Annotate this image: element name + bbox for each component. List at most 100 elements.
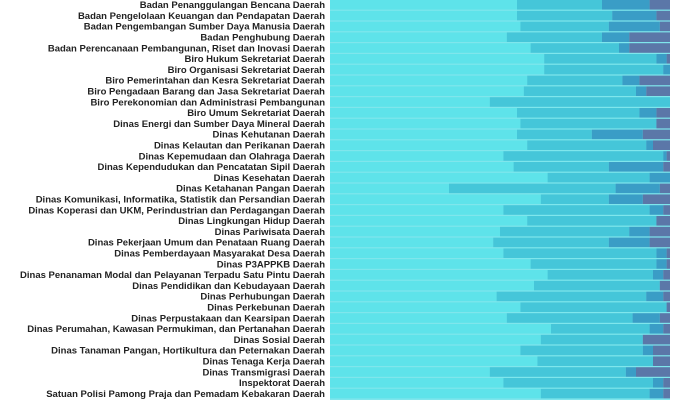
bar-segment-4 (650, 227, 670, 237)
bar-segment-4 (667, 302, 670, 312)
bar-row: Biro Pemerintahan dan Kesra Sekretariat … (105, 76, 670, 87)
category-label: Badan Perencanaan Pembangunan, Riset dan… (48, 43, 325, 54)
category-label: Dinas Perkebunan Daerah (207, 303, 325, 314)
bar-segment-2 (534, 281, 660, 291)
bar-row: Badan Perencanaan Pembangunan, Riset dan… (48, 43, 670, 54)
bar-segment-2 (517, 130, 592, 140)
bar-segment-1 (330, 22, 520, 32)
category-label: Dinas Kehutanan Daerah (213, 130, 326, 141)
bar-row: Dinas Kehutanan Daerah (213, 130, 670, 141)
bar-segment-3 (602, 32, 629, 42)
bar-row: Badan Penanggulangan Bencana Daerah (140, 0, 670, 11)
bar-segment-2 (544, 65, 663, 75)
category-label: Badan Pengembangan Sumber Daya Manusia D… (84, 22, 325, 33)
bar-row: Dinas Kependudukan dan Pencatatan Sipil … (97, 162, 670, 173)
bar-row: Dinas Tanaman Pangan, Hortikultura dan P… (51, 346, 670, 357)
bar-segment-1 (330, 356, 537, 366)
bar-segment-1 (330, 281, 534, 291)
bar-segment-3 (656, 248, 666, 258)
bar-row: Biro Hukum Sekretariat Daerah (185, 54, 670, 65)
bar-row: Dinas Komunikasi, Informatika, Statistik… (36, 194, 670, 205)
bar-segment-4 (660, 313, 670, 323)
bar-segment-4 (639, 76, 670, 86)
bar-segment-4 (660, 281, 670, 291)
bar-segment-2 (520, 302, 666, 312)
bar-segment-1 (330, 54, 544, 64)
category-label: Biro Hukum Sekretariat Daerah (185, 54, 326, 65)
bar-segment-4 (660, 184, 670, 194)
bar-segment-3 (656, 259, 666, 269)
category-label: Badan Pengelolaan Keuangan dan Pendapata… (78, 11, 325, 22)
bar-segment-4 (653, 356, 670, 366)
bar-segment-2 (490, 367, 626, 377)
bar-segment-4 (653, 140, 670, 150)
bar-row: Dinas Lingkungan Hidup Daerah (178, 216, 670, 227)
bar-row: Badan Penghubung Daerah (200, 32, 670, 43)
bar-segment-1 (330, 389, 541, 399)
category-label: Dinas Penanaman Modal dan Pelayanan Terp… (20, 270, 325, 281)
bar-segment-1 (330, 216, 527, 226)
category-label: Dinas Ketahanan Pangan Daerah (176, 184, 325, 195)
bar-row: Inspektorat Daerah (239, 378, 670, 389)
bar-segment-3 (616, 184, 660, 194)
bar-row: Dinas Penanaman Modal dan Pelayanan Terp… (20, 270, 670, 281)
category-label: Dinas Pekerjaan Umum dan Penataan Ruang … (88, 238, 325, 249)
bar-row: Biro Umum Sekretariat Daerah (187, 108, 670, 119)
category-label: Badan Penanggulangan Bencana Daerah (140, 0, 325, 11)
bar-segment-2 (503, 151, 663, 161)
category-label: Dinas Kelautan dan Perikanan Daerah (154, 141, 325, 152)
bar-segment-1 (330, 248, 503, 258)
bar-segment-3 (592, 130, 643, 140)
bar-segment-1 (330, 32, 507, 42)
bar-segment-4 (667, 248, 670, 258)
bar-segment-2 (520, 22, 608, 32)
bar-segment-1 (330, 162, 514, 172)
bar-segment-2 (544, 54, 656, 64)
bar-segment-1 (330, 335, 541, 345)
bar-segment-1 (330, 346, 520, 356)
bar-segment-3 (650, 205, 664, 215)
category-label: Dinas Kepemudaan dan Olahraga Daerah (139, 151, 326, 162)
category-label: Dinas Pariwisata Daerah (215, 227, 326, 238)
bar-row: Dinas Kesehatan Daerah (214, 173, 670, 184)
category-label: Dinas Perhubungan Daerah (200, 292, 325, 303)
bar-row: Badan Pengelolaan Keuangan dan Pendapata… (78, 11, 670, 22)
category-label: Biro Pemerintahan dan Kesra Sekretariat … (105, 76, 325, 87)
category-label: Biro Pengadaan Barang dan Jasa Sekretari… (87, 87, 325, 98)
category-label: Dinas Kesehatan Daerah (214, 173, 326, 184)
bar-segment-3 (636, 86, 646, 96)
bar-segment-2 (520, 119, 656, 129)
bar-segment-1 (330, 65, 544, 75)
category-label: Dinas Perpustakaan dan Kearsipan Daerah (131, 313, 325, 324)
bar-segment-3 (653, 270, 663, 280)
bar-row: Dinas Kelautan dan Perikanan Daerah (154, 140, 670, 151)
bar-segment-4 (653, 346, 670, 356)
bar-segment-3 (629, 227, 649, 237)
bar-segment-3 (639, 108, 656, 118)
bar-row: Satuan Polisi Pamong Praja dan Pemadam K… (46, 389, 670, 400)
bar-row: Biro Perekonomian dan Administrasi Pemba… (90, 97, 670, 108)
category-label: Biro Umum Sekretariat Daerah (187, 108, 325, 119)
bar-segment-2 (503, 205, 649, 215)
bar-segment-4 (650, 0, 670, 10)
bar-row: Dinas Transmigrasi Daerah (203, 367, 671, 378)
bar-segment-3 (646, 140, 653, 150)
bar-segment-3 (602, 0, 650, 10)
bar-segment-3 (643, 346, 653, 356)
bar-row: Dinas Koperasi dan UKM, Perindustrian da… (28, 205, 670, 216)
bar-row: Dinas Ketahanan Pangan Daerah (176, 184, 670, 195)
bar-segment-3 (619, 43, 629, 53)
bar-segment-3 (663, 151, 666, 161)
bar-segment-3 (653, 378, 663, 388)
bar-segment-1 (330, 313, 507, 323)
bar-segment-1 (330, 173, 548, 183)
bar-segment-2 (493, 238, 609, 248)
bar-segment-3 (626, 367, 636, 377)
bar-row: Dinas P3APPKB Daerah (217, 259, 670, 270)
bar-segment-2 (537, 356, 653, 366)
bar-segment-1 (330, 108, 517, 118)
bar-segment-4 (663, 270, 670, 280)
category-label: Inspektorat Daerah (239, 378, 325, 389)
bar-segment-2 (541, 194, 609, 204)
bar-row: Dinas Kepemudaan dan Olahraga Daerah (139, 151, 670, 162)
